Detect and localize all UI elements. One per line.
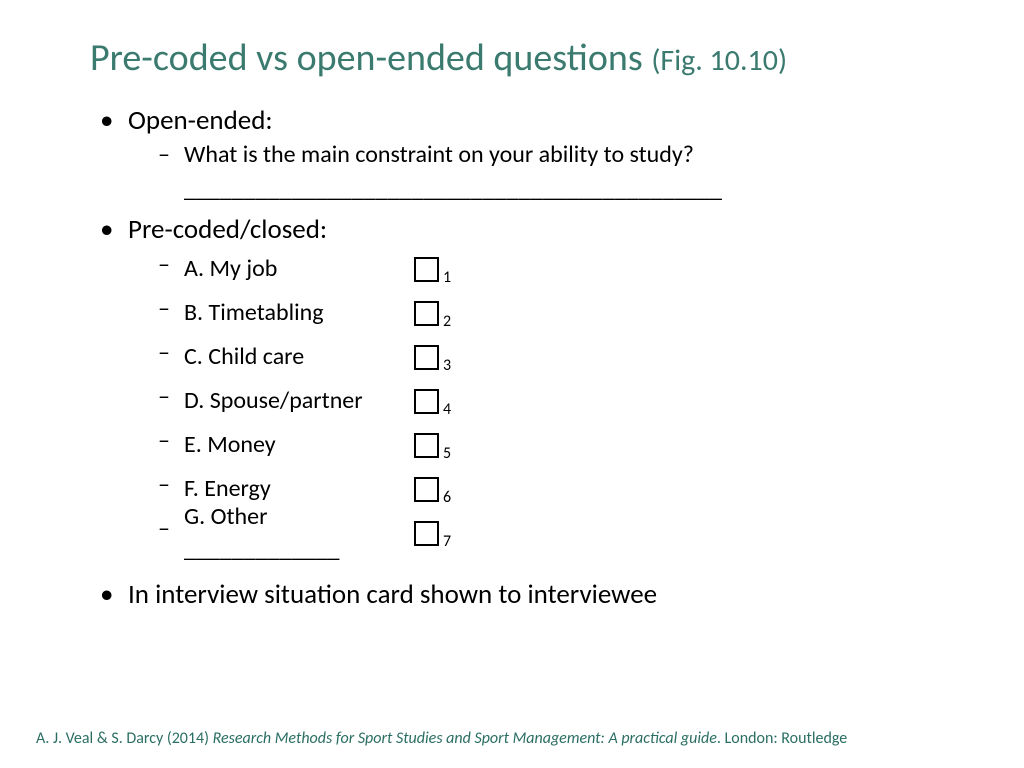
pre-coded-heading: Pre-coded/closed: — [128, 213, 327, 246]
option-label: E. Money — [184, 429, 414, 461]
bullet-content: Open-ended: What is the main constraint … — [60, 103, 964, 613]
checkbox-icon[interactable] — [414, 477, 439, 502]
option-number: 6 — [443, 487, 451, 509]
option-row: D. Spouse/partner 4 — [184, 381, 964, 423]
option-number: 2 — [443, 311, 451, 333]
option-number: 3 — [443, 355, 451, 377]
option-number: 4 — [443, 399, 451, 421]
checkbox-icon[interactable] — [414, 257, 439, 282]
option-item: D. Spouse/partner 4 — [158, 381, 964, 423]
slide-title: Pre-coded vs open-ended questions (Fig. … — [90, 35, 964, 81]
option-label: A. My job — [184, 253, 414, 285]
option-item: A. My job 1 — [158, 249, 964, 291]
option-item: E. Money 5 — [158, 425, 964, 467]
option-row: E. Money 5 — [184, 425, 964, 467]
open-ended-item: Open-ended: What is the main constraint … — [100, 103, 964, 206]
checkbox-icon[interactable] — [414, 433, 439, 458]
option-number: 7 — [443, 531, 451, 553]
checkbox-icon[interactable] — [414, 345, 439, 370]
citation-authors: A. J. Veal & S. Darcy (2014) — [36, 729, 213, 748]
option-row: G. Other _____________7 — [184, 513, 964, 555]
option-label: G. Other _____________ — [184, 501, 414, 566]
option-label: C. Child care — [184, 341, 414, 373]
option-row: B. Timetabling 2 — [184, 293, 964, 335]
slide-container: Pre-coded vs open-ended questions (Fig. … — [0, 0, 1024, 637]
option-number: 5 — [443, 443, 451, 465]
interview-note: In interview situation card shown to int… — [100, 577, 964, 613]
title-fig: (Fig. 10.10) — [651, 42, 787, 79]
option-item: G. Other _____________7 — [158, 513, 964, 555]
open-ended-heading: Open-ended: — [128, 104, 273, 137]
citation-title: Research Methods for Sport Studies and S… — [213, 729, 717, 748]
pre-coded-item: Pre-coded/closed: A. My job 1 B. Timetabli… — [100, 212, 964, 554]
option-row: C. Child care 3 — [184, 337, 964, 379]
option-label: B. Timetabling — [184, 297, 414, 329]
citation-publisher: . London: Routledge — [717, 729, 847, 748]
checkbox-icon[interactable] — [414, 301, 439, 326]
title-main: Pre-coded vs open-ended questions — [90, 35, 651, 81]
open-ended-blank: ________________________________________… — [184, 174, 964, 206]
option-number: 1 — [443, 267, 451, 289]
option-row: A. My job 1 — [184, 249, 964, 291]
checkbox-icon[interactable] — [414, 389, 439, 414]
checkbox-icon[interactable] — [414, 521, 439, 546]
option-item: B. Timetabling 2 — [158, 293, 964, 335]
options-list: A. My job 1 B. Timetabling 2 C. Child care 3 D… — [128, 249, 964, 555]
citation: A. J. Veal & S. Darcy (2014) Research Me… — [36, 729, 988, 748]
option-label: D. Spouse/partner — [184, 385, 414, 417]
open-ended-question: What is the main constraint on your abil… — [158, 139, 964, 171]
option-item: C. Child care 3 — [158, 337, 964, 379]
